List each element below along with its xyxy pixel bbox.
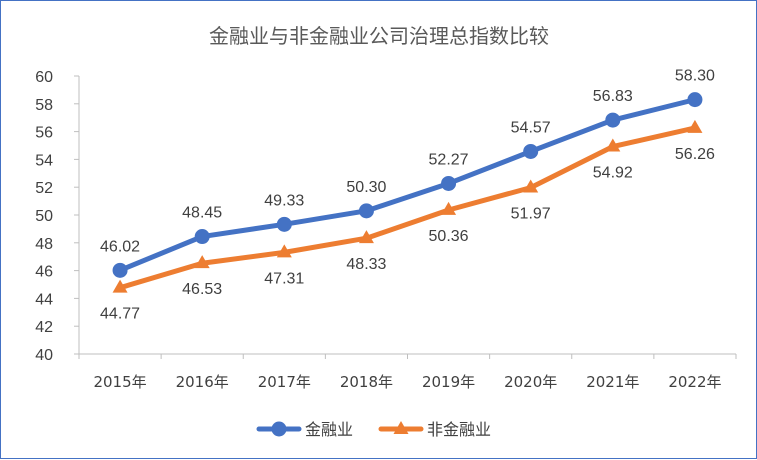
series-line xyxy=(117,97,698,273)
data-point xyxy=(194,255,210,269)
data-point xyxy=(441,175,457,191)
legend-marker xyxy=(271,421,287,437)
legend-item: 金融业 xyxy=(256,420,353,439)
data-label: 46.02 xyxy=(100,238,140,255)
y-tick-label: 60 xyxy=(35,69,53,86)
data-label: 54.57 xyxy=(511,119,551,136)
data-label: 54.92 xyxy=(593,165,633,182)
data-point xyxy=(358,203,374,219)
data-point xyxy=(687,119,703,133)
x-tick-label: 2022年 xyxy=(668,373,721,391)
y-tick-label: 52 xyxy=(35,180,53,197)
data-point xyxy=(112,279,128,293)
data-label: 50.30 xyxy=(346,179,386,196)
series-line xyxy=(117,125,698,291)
x-tick-label: 2017年 xyxy=(258,373,311,391)
legend-item: 非金融业 xyxy=(378,420,491,439)
y-tick-label: 42 xyxy=(35,319,53,336)
legend: 金融业 非金融业 xyxy=(256,420,491,439)
data-label: 44.77 xyxy=(100,306,140,323)
y-tick-label: 40 xyxy=(35,347,53,364)
series-financial xyxy=(112,92,703,278)
x-tick-label: 2016年 xyxy=(176,373,229,391)
series-layer xyxy=(112,92,703,293)
data-label: 58.30 xyxy=(675,68,715,85)
axes: 40 42 44 46 48 50 52 54 56 58 60 2015年 2016年 2017年 201… xyxy=(35,69,737,391)
y-tick-label: 54 xyxy=(35,152,53,169)
series-non-financial xyxy=(112,119,703,293)
y-tick-label: 46 xyxy=(35,264,53,281)
data-point xyxy=(276,216,292,232)
data-point xyxy=(605,138,621,152)
data-labels: 44.77 46.53 47.31 48.33 50.36 51.97 54.92 56.26… xyxy=(100,68,715,323)
x-tick-label: 2015年 xyxy=(93,373,146,391)
y-tick-label: 56 xyxy=(35,125,53,142)
legend-label: 金融业 xyxy=(305,420,353,439)
data-label: 52.27 xyxy=(429,151,469,168)
legend-label: 非金融业 xyxy=(427,420,491,439)
data-label: 48.33 xyxy=(346,256,386,273)
x-tick-label: 2019年 xyxy=(422,373,475,391)
data-label: 51.97 xyxy=(511,206,551,223)
data-point xyxy=(605,112,621,128)
data-label: 56.26 xyxy=(675,146,715,163)
data-point xyxy=(194,229,210,245)
x-tick-label: 2018年 xyxy=(340,373,393,391)
data-label: 56.83 xyxy=(593,88,633,105)
y-tick-label: 50 xyxy=(35,208,53,225)
legend-marker xyxy=(393,420,409,434)
data-point xyxy=(441,201,457,215)
x-tick-label: 2021年 xyxy=(586,373,639,391)
data-label: 50.36 xyxy=(429,228,469,245)
x-tick-label: 2020年 xyxy=(504,373,557,391)
data-point xyxy=(523,179,539,193)
data-label: 46.53 xyxy=(182,281,222,298)
data-point xyxy=(358,230,374,244)
data-label: 47.31 xyxy=(264,270,304,287)
data-point xyxy=(112,262,128,278)
chart-title: 金融业与非金融业公司治理总指数比较 xyxy=(209,24,549,48)
y-tick-label: 44 xyxy=(35,291,53,308)
data-label: 49.33 xyxy=(264,192,304,209)
y-tick-label: 58 xyxy=(35,97,53,114)
data-point xyxy=(687,92,703,108)
y-tick-label: 48 xyxy=(35,236,53,253)
data-label: 48.45 xyxy=(182,205,222,222)
data-point xyxy=(523,143,539,159)
data-point xyxy=(276,244,292,258)
